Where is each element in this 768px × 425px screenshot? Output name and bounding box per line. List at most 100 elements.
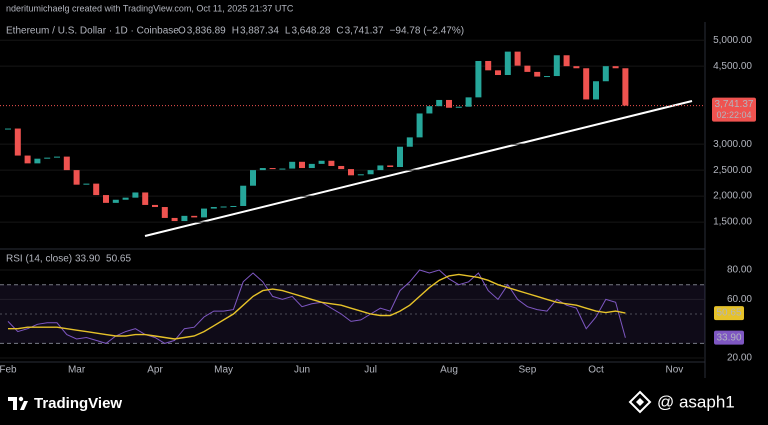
candle-body [465, 97, 472, 107]
candle-body [563, 55, 570, 67]
candle-body [544, 76, 550, 78]
value-tag-label: 33.90 [716, 332, 741, 343]
candle-body [152, 204, 158, 208]
candle-body [387, 165, 394, 168]
candle-body [455, 106, 462, 108]
band-fill [0, 284, 705, 344]
candle-body [406, 137, 413, 147]
ohlc-value: 3,887.34 [240, 26, 279, 37]
candle-body [553, 55, 560, 77]
y-tick-label: 80.00 [727, 265, 752, 276]
candle-body [259, 168, 266, 171]
diamond-core [636, 398, 644, 406]
candle-body [504, 51, 511, 76]
candle-body [318, 160, 325, 164]
candle-body [289, 161, 296, 169]
candle-body [299, 161, 305, 169]
candle-body [367, 170, 374, 175]
candle-body [534, 71, 541, 77]
candle-body [250, 170, 256, 186]
candle-body [426, 106, 433, 114]
value-tag [714, 306, 744, 321]
logo-mark [20, 401, 28, 410]
candle-body [181, 215, 188, 222]
brand: TradingView [34, 395, 122, 412]
y-tick-label: 3,000.00 [713, 139, 752, 150]
y-tick-label: 20.00 [727, 353, 752, 364]
y-tick-label: 2,500.00 [713, 165, 752, 176]
x-tick-label: May [214, 365, 233, 376]
y-tick-label: 5,000.00 [713, 35, 752, 46]
candle-body [14, 128, 21, 156]
candle-body [34, 158, 41, 164]
chart-title: Ethereum / U.S. Dollar · 1D · Coinbase [6, 26, 179, 37]
candle-body [357, 174, 364, 176]
candle-body [73, 170, 80, 185]
rsi-line [8, 273, 626, 340]
price-tag-label: 3,741.37 [715, 99, 754, 110]
handle: @ asaph1 [657, 392, 735, 411]
logo-mark [8, 397, 17, 410]
x-tick-label: Sep [519, 365, 537, 376]
candle-body [83, 183, 90, 185]
legend-value: 50.65 [106, 254, 131, 265]
candle-body [397, 146, 403, 168]
candle-body [93, 183, 100, 196]
value-tag [714, 330, 744, 345]
y-tick-label: 60.00 [727, 294, 752, 305]
candle-body [191, 215, 198, 218]
rsi-line [7, 269, 626, 344]
ohlc-change: −94.78 (−2.47%) [390, 26, 465, 37]
ohlc-key: L [285, 26, 291, 37]
y-tick-label: 1,500.00 [713, 217, 752, 228]
candle-body [44, 157, 51, 159]
candle-body [416, 113, 423, 138]
candle-body [377, 165, 384, 171]
candle-body [338, 165, 345, 170]
handle-icon [628, 390, 652, 414]
x-tick-label: Oct [588, 365, 604, 376]
candle-body [348, 169, 354, 176]
candle-body [161, 207, 168, 218]
legend-value: 33.90 [75, 254, 100, 265]
x-tick-label: Feb [0, 365, 17, 376]
diamond [628, 390, 652, 414]
tradingview-logo [8, 396, 28, 410]
candle-body [328, 160, 335, 166]
ohlc-value: 3,836.89 [187, 26, 226, 37]
candle-body [269, 168, 276, 170]
candle-body [573, 66, 580, 69]
y-tick-label: 4,500.00 [713, 61, 752, 72]
rsi-title: RSI (14, close) [6, 254, 72, 265]
ohlc-key: C [336, 26, 343, 37]
candle-body [5, 128, 11, 130]
x-tick-label: Aug [440, 365, 458, 376]
countdown: 02:22:04 [716, 110, 751, 120]
x-tick-label: Nov [666, 365, 684, 376]
candle-body [495, 70, 501, 76]
candle-body [524, 65, 531, 72]
candle-body [279, 168, 286, 170]
candle-body [63, 156, 70, 171]
x-tick-label: Mar [68, 365, 86, 376]
candle-body [171, 217, 178, 222]
candle-body [446, 99, 452, 108]
price-tag [712, 97, 756, 122]
candle-body [132, 192, 139, 198]
candle-body [201, 208, 207, 218]
ohlc-value: 3,648.28 [291, 26, 330, 37]
candle-body [436, 99, 443, 107]
candle-body [230, 205, 237, 207]
trendline [144, 100, 693, 237]
candle-body [622, 68, 629, 106]
x-tick-label: Apr [147, 365, 163, 376]
candle-body [485, 60, 492, 71]
ohlc-key: O [178, 26, 186, 37]
candle-body [240, 185, 247, 206]
candle-body [612, 66, 619, 69]
candle-body [210, 207, 217, 209]
candle-body [112, 199, 119, 203]
ohlc-key: H [232, 26, 239, 37]
credit: nderitumichaelg created with TradingView… [6, 3, 294, 13]
